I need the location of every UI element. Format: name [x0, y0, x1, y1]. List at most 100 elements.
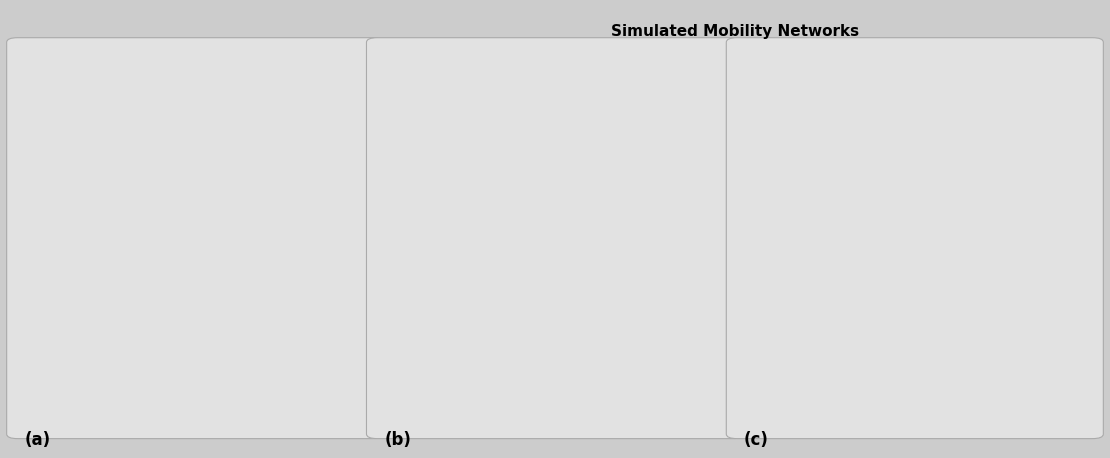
- Point: [539, 218, 557, 226]
- Point: [587, 142, 605, 149]
- Point: [885, 315, 902, 322]
- Point: [564, 177, 582, 184]
- Point: [885, 232, 902, 240]
- Point: [633, 291, 650, 298]
- Point: [165, 232, 183, 240]
- Point: [982, 197, 1000, 205]
- Point: [667, 267, 685, 274]
- Point: [958, 315, 976, 322]
- Text: Simulated Mobility Networks: Simulated Mobility Networks: [610, 24, 859, 39]
- Polygon shape: [741, 70, 1088, 416]
- Polygon shape: [562, 76, 642, 146]
- Point: [595, 204, 613, 212]
- Point: [525, 232, 543, 240]
- Point: [819, 197, 837, 205]
- Point: [100, 197, 118, 205]
- Point: [180, 177, 198, 184]
- Point: [484, 326, 502, 333]
- Point: [505, 291, 523, 298]
- Point: [677, 204, 695, 212]
- Point: [968, 256, 986, 264]
- Polygon shape: [22, 70, 369, 416]
- Point: [144, 336, 162, 344]
- Point: [574, 212, 592, 219]
- Text: Paris: Paris: [57, 357, 84, 367]
- Point: [581, 291, 598, 298]
- Point: [221, 291, 239, 298]
- Polygon shape: [804, 167, 880, 243]
- Point: [239, 315, 256, 322]
- Point: [518, 187, 536, 195]
- Point: [1002, 197, 1020, 205]
- Point: [90, 177, 108, 184]
- Point: [608, 222, 626, 229]
- Point: [878, 187, 896, 195]
- Point: [958, 170, 976, 177]
- Point: [82, 326, 100, 333]
- Point: [830, 215, 848, 222]
- Point: [262, 267, 280, 274]
- Point: [912, 135, 930, 142]
- Point: [186, 308, 204, 316]
- Point: [234, 204, 252, 212]
- Point: [193, 135, 211, 142]
- Point: [124, 326, 142, 333]
- Point: [144, 197, 162, 205]
- Point: [598, 170, 616, 177]
- Point: [525, 315, 543, 322]
- Text: (a): (a): [24, 431, 51, 449]
- Point: [273, 177, 291, 184]
- Point: [528, 204, 546, 212]
- Point: [144, 256, 162, 264]
- Point: [477, 187, 495, 195]
- Point: [865, 256, 882, 264]
- Point: [304, 187, 322, 195]
- Point: [992, 291, 1010, 298]
- Point: [854, 222, 871, 229]
- Point: [460, 197, 477, 205]
- Point: [1023, 187, 1041, 195]
- Point: [159, 274, 176, 281]
- Point: [1010, 212, 1028, 219]
- Point: [657, 239, 675, 246]
- Point: [837, 187, 855, 195]
- Point: [262, 197, 280, 205]
- Point: [581, 187, 598, 195]
- Text: (c): (c): [744, 431, 769, 449]
- Point: [134, 222, 152, 229]
- Point: [165, 315, 183, 322]
- Point: [494, 222, 512, 229]
- Point: [90, 281, 108, 288]
- Point: [317, 204, 335, 212]
- Point: [100, 350, 118, 357]
- Point: [564, 281, 582, 288]
- Point: [65, 301, 83, 309]
- Point: [623, 197, 640, 205]
- Point: [865, 336, 882, 344]
- Point: [785, 301, 803, 309]
- Point: [992, 177, 1010, 184]
- Point: [1038, 204, 1056, 212]
- Point: [169, 204, 186, 212]
- Point: [809, 177, 827, 184]
- Point: [643, 197, 660, 205]
- Point: [539, 177, 557, 184]
- Point: [924, 281, 941, 288]
- Point: [1017, 239, 1035, 246]
- Point: [283, 197, 301, 205]
- Polygon shape: [444, 167, 521, 243]
- Point: [878, 274, 896, 281]
- Point: [450, 177, 467, 184]
- Point: [803, 326, 820, 333]
- Text: Berlin: Berlin: [195, 129, 228, 139]
- Point: [118, 187, 135, 195]
- Point: [124, 204, 142, 212]
- Point: [615, 187, 633, 195]
- Point: [533, 291, 551, 298]
- Point: [518, 274, 536, 281]
- Point: [598, 315, 616, 322]
- Point: [623, 267, 640, 274]
- Point: [512, 222, 529, 229]
- Point: [186, 267, 204, 274]
- Point: [871, 222, 889, 229]
